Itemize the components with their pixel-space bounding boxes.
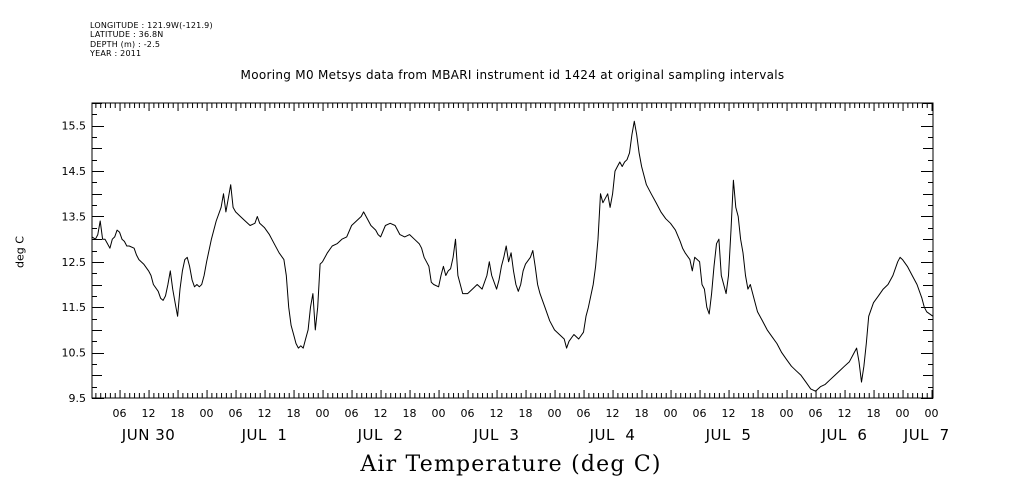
x-tick-label: 00 bbox=[432, 407, 446, 420]
x-date-label: JUL 5 bbox=[705, 426, 752, 444]
x-date-label: JUL 7 bbox=[903, 426, 950, 444]
x-date-label: JUL 1 bbox=[241, 426, 288, 444]
x-tick-label: 06 bbox=[461, 407, 475, 420]
axis-ticks bbox=[92, 103, 933, 399]
x-tick-label: 06 bbox=[577, 407, 591, 420]
y-tick-label: 10.5 bbox=[62, 347, 87, 360]
longitude-text: LONGITUDE : 121.9W(-121.9) bbox=[90, 21, 213, 30]
x-date-label: JUL 3 bbox=[473, 426, 520, 444]
x-tick-label: 12 bbox=[142, 407, 156, 420]
x-tick-label: 12 bbox=[258, 407, 272, 420]
x-tick-label: 18 bbox=[519, 407, 533, 420]
x-tick-label: 00 bbox=[548, 407, 562, 420]
x-tick-label: 12 bbox=[606, 407, 620, 420]
x-tick-label: 06 bbox=[345, 407, 359, 420]
x-tick-label: 18 bbox=[403, 407, 417, 420]
y-tick-label: 11.5 bbox=[62, 301, 87, 314]
x-tick-label: 06 bbox=[113, 407, 127, 420]
x-tick-label: 00 bbox=[316, 407, 330, 420]
x-tick-label: 12 bbox=[490, 407, 504, 420]
x-tick-label: 18 bbox=[287, 407, 301, 420]
chart-title: Mooring M0 Metsys data from MBARI instru… bbox=[240, 68, 785, 82]
x-tick-label: 06 bbox=[229, 407, 243, 420]
series-layer bbox=[91, 120, 934, 392]
axis-labels: 9.5 10.5 11.5 12.5 13.5 14.5 15.5 06 12 18 00 06 12 1… bbox=[62, 120, 950, 444]
air-temperature-line bbox=[91, 120, 934, 392]
plot-border bbox=[91, 102, 934, 399]
x-tick-label: 06 bbox=[809, 407, 823, 420]
x-tick-label: 06 bbox=[693, 407, 707, 420]
x-date-label: JUN 30 bbox=[121, 426, 175, 444]
x-tick-label: 12 bbox=[722, 407, 736, 420]
x-date-label: JUL 2 bbox=[357, 426, 404, 444]
depth-text: DEPTH (m) : -2.5 bbox=[90, 39, 161, 49]
x-tick-label: 12 bbox=[838, 407, 852, 420]
y-tick-label: 9.5 bbox=[69, 392, 87, 405]
chart-caption: Air Temperature (deg C) bbox=[360, 452, 662, 477]
x-tick-label: 18 bbox=[171, 407, 185, 420]
y-tick-label: 14.5 bbox=[62, 165, 87, 178]
x-tick-label: 00 bbox=[896, 407, 910, 420]
x-tick-label: 00 bbox=[664, 407, 678, 420]
x-tick-label: 12 bbox=[374, 407, 388, 420]
x-tick-label: 18 bbox=[751, 407, 765, 420]
y-tick-label: 12.5 bbox=[62, 256, 87, 269]
x-tick-label: 00 bbox=[780, 407, 794, 420]
year-text: YEAR : 2011 bbox=[90, 49, 142, 59]
y-tick-label: 15.5 bbox=[62, 120, 87, 133]
plot-frame bbox=[91, 102, 934, 399]
x-tick-label: 00 bbox=[200, 407, 214, 420]
latitude-text: LATITUDE : 36.8N bbox=[90, 30, 164, 40]
x-tick-label: 18 bbox=[635, 407, 649, 420]
x-tick-label: 00 bbox=[925, 407, 939, 420]
x-date-label: JUL 4 bbox=[589, 426, 636, 444]
x-tick-label: 18 bbox=[867, 407, 881, 420]
x-date-label: JUL 6 bbox=[821, 426, 868, 444]
y-tick-label: 13.5 bbox=[62, 210, 87, 223]
location-metadata: LONGITUDE : 121.9W(-121.9) LATITUDE : 36… bbox=[90, 21, 213, 59]
